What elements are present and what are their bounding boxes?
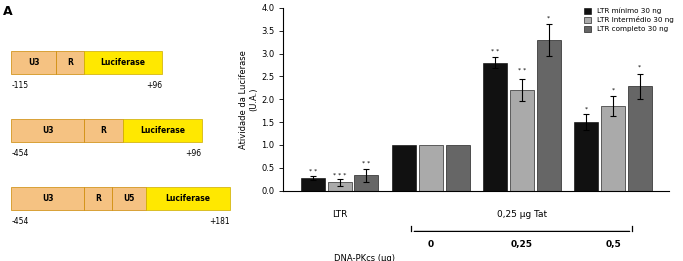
Text: 0,25: 0,25	[511, 240, 533, 249]
Text: * *: * *	[309, 169, 317, 174]
Text: *: *	[585, 106, 588, 111]
Text: * *: * *	[363, 161, 371, 166]
Bar	[84, 119, 123, 142]
Text: +181: +181	[209, 217, 229, 226]
Legend: LTR mínimo 30 ng, LTR Intermédio 30 ng, LTR completo 30 ng: LTR mínimo 30 ng, LTR Intermédio 30 ng, …	[583, 8, 673, 32]
Bar	[11, 51, 56, 74]
Bar	[445, 145, 470, 191]
Text: U5: U5	[123, 194, 135, 203]
Bar	[56, 51, 84, 74]
Text: 0: 0	[428, 240, 434, 249]
Bar	[84, 187, 112, 210]
Text: Luciferase: Luciferase	[100, 58, 145, 67]
Text: *: *	[547, 15, 550, 20]
Text: B: B	[245, 0, 254, 1]
Text: Luciferase: Luciferase	[140, 126, 185, 135]
Text: +96: +96	[186, 149, 201, 158]
Text: +96: +96	[146, 81, 163, 90]
Bar	[354, 175, 378, 191]
Bar	[392, 145, 416, 191]
Bar	[11, 119, 84, 142]
Text: U3: U3	[28, 58, 40, 67]
Text: R: R	[67, 58, 73, 67]
Text: LTR: LTR	[332, 210, 348, 219]
Text: A: A	[3, 5, 12, 18]
Text: R: R	[95, 194, 101, 203]
Bar	[123, 119, 201, 142]
Y-axis label: Atividade da Luciferase
(U.A.): Atividade da Luciferase (U.A.)	[239, 50, 258, 149]
Bar	[537, 40, 561, 191]
Bar	[11, 187, 84, 210]
Text: -115: -115	[11, 81, 28, 90]
Bar	[328, 182, 352, 191]
Bar	[510, 90, 534, 191]
Text: -454: -454	[11, 149, 29, 158]
Text: Luciferase: Luciferase	[165, 194, 210, 203]
Text: * *: * *	[518, 68, 526, 73]
Text: *: *	[611, 88, 615, 93]
Text: * *: * *	[491, 49, 499, 55]
Text: DNA-PKcs (µg): DNA-PKcs (µg)	[334, 254, 395, 261]
Bar	[84, 51, 163, 74]
Text: U3: U3	[42, 194, 53, 203]
Bar	[483, 63, 507, 191]
Text: *: *	[638, 65, 641, 70]
Text: 0,5: 0,5	[605, 240, 621, 249]
Text: U3: U3	[42, 126, 53, 135]
Text: R: R	[100, 126, 107, 135]
Bar	[112, 187, 145, 210]
Text: 0,25 µg Tat: 0,25 µg Tat	[497, 210, 547, 219]
Bar	[419, 145, 443, 191]
Text: -454: -454	[11, 217, 29, 226]
Bar	[145, 187, 229, 210]
Bar	[301, 178, 325, 191]
Bar	[628, 86, 652, 191]
Text: * * *: * * *	[333, 173, 346, 178]
Bar	[574, 122, 598, 191]
Bar	[601, 106, 625, 191]
